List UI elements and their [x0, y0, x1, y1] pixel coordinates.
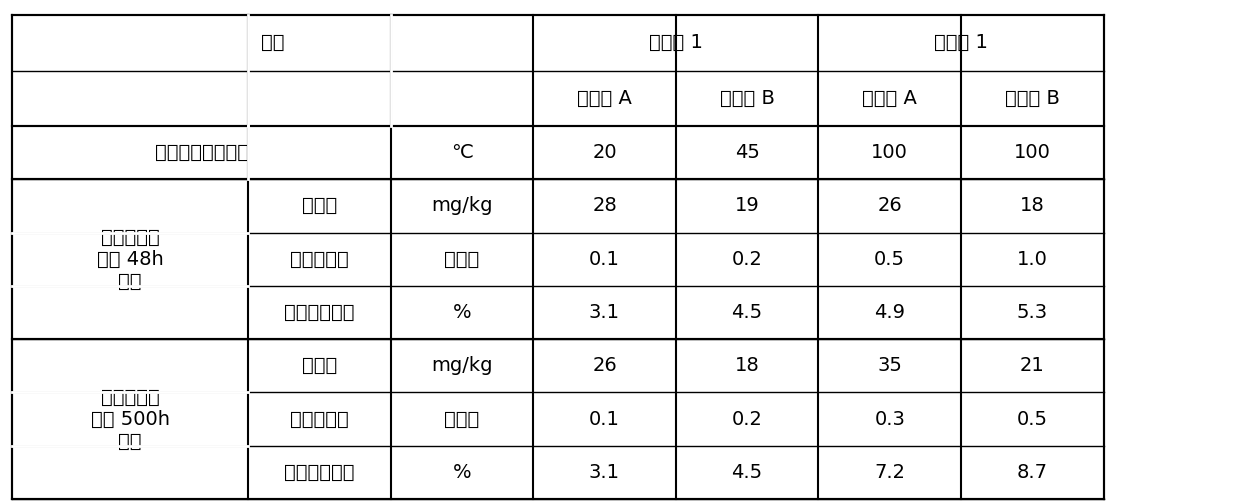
Text: 实施例 1: 实施例 1 — [649, 33, 703, 52]
Text: 0.5: 0.5 — [874, 249, 905, 269]
Text: 1.0: 1.0 — [1017, 249, 1048, 269]
Text: 20: 20 — [593, 143, 616, 162]
Text: 辛烷值损失: 辛烷值损失 — [290, 249, 348, 269]
Text: 4.9: 4.9 — [874, 303, 905, 322]
Text: 3.1: 3.1 — [589, 303, 620, 322]
Text: 28: 28 — [593, 197, 616, 215]
Text: 26: 26 — [593, 356, 616, 375]
Text: 35: 35 — [877, 356, 903, 375]
Text: 个单位: 个单位 — [444, 410, 480, 428]
Text: 3.1: 3.1 — [589, 463, 620, 482]
Text: 开工后正常
运行 48h
产品: 开工后正常 运行 48h 产品 — [97, 228, 164, 291]
Text: 硫含量: 硫含量 — [301, 356, 337, 375]
Text: 个单位: 个单位 — [444, 249, 480, 269]
Text: 100: 100 — [1014, 143, 1050, 162]
Text: 7.2: 7.2 — [874, 463, 905, 482]
Text: 18: 18 — [1021, 197, 1044, 215]
Text: 催化剂 B: 催化剂 B — [1004, 89, 1060, 108]
Text: 21: 21 — [1021, 356, 1044, 375]
Text: 45: 45 — [734, 143, 760, 162]
Text: mg/kg: mg/kg — [432, 356, 492, 375]
Text: 催化剂 A: 催化剂 A — [577, 89, 632, 108]
Text: 项目: 项目 — [262, 33, 284, 52]
Text: 8.7: 8.7 — [1017, 463, 1048, 482]
Text: 开工后正常
运行 500h
产品: 开工后正常 运行 500h 产品 — [91, 388, 170, 451]
Text: 0.5: 0.5 — [1017, 410, 1048, 428]
Text: 18: 18 — [735, 356, 759, 375]
Text: 辛烷值损失: 辛烷值损失 — [290, 410, 348, 428]
Text: 0.2: 0.2 — [732, 410, 763, 428]
Text: 4.5: 4.5 — [732, 303, 763, 322]
Text: 4.5: 4.5 — [732, 463, 763, 482]
Text: 100: 100 — [872, 143, 908, 162]
Text: 催化剂覆碳量: 催化剂覆碳量 — [284, 463, 355, 482]
Text: %: % — [453, 463, 471, 482]
Text: 0.2: 0.2 — [732, 249, 763, 269]
Text: 投油过程最高温升: 投油过程最高温升 — [155, 143, 248, 162]
Text: 0.3: 0.3 — [874, 410, 905, 428]
Text: 5.3: 5.3 — [1017, 303, 1048, 322]
Text: 对比例 1: 对比例 1 — [934, 33, 988, 52]
Text: 催化剂覆碳量: 催化剂覆碳量 — [284, 303, 355, 322]
Text: 0.1: 0.1 — [589, 410, 620, 428]
Text: mg/kg: mg/kg — [432, 197, 492, 215]
Text: ℃: ℃ — [451, 143, 472, 162]
Text: 26: 26 — [878, 197, 901, 215]
Text: 催化剂 A: 催化剂 A — [862, 89, 918, 108]
Text: 硫含量: 硫含量 — [301, 197, 337, 215]
Text: 19: 19 — [735, 197, 759, 215]
Text: %: % — [453, 303, 471, 322]
Text: 0.1: 0.1 — [589, 249, 620, 269]
Text: 催化剂 B: 催化剂 B — [719, 89, 775, 108]
